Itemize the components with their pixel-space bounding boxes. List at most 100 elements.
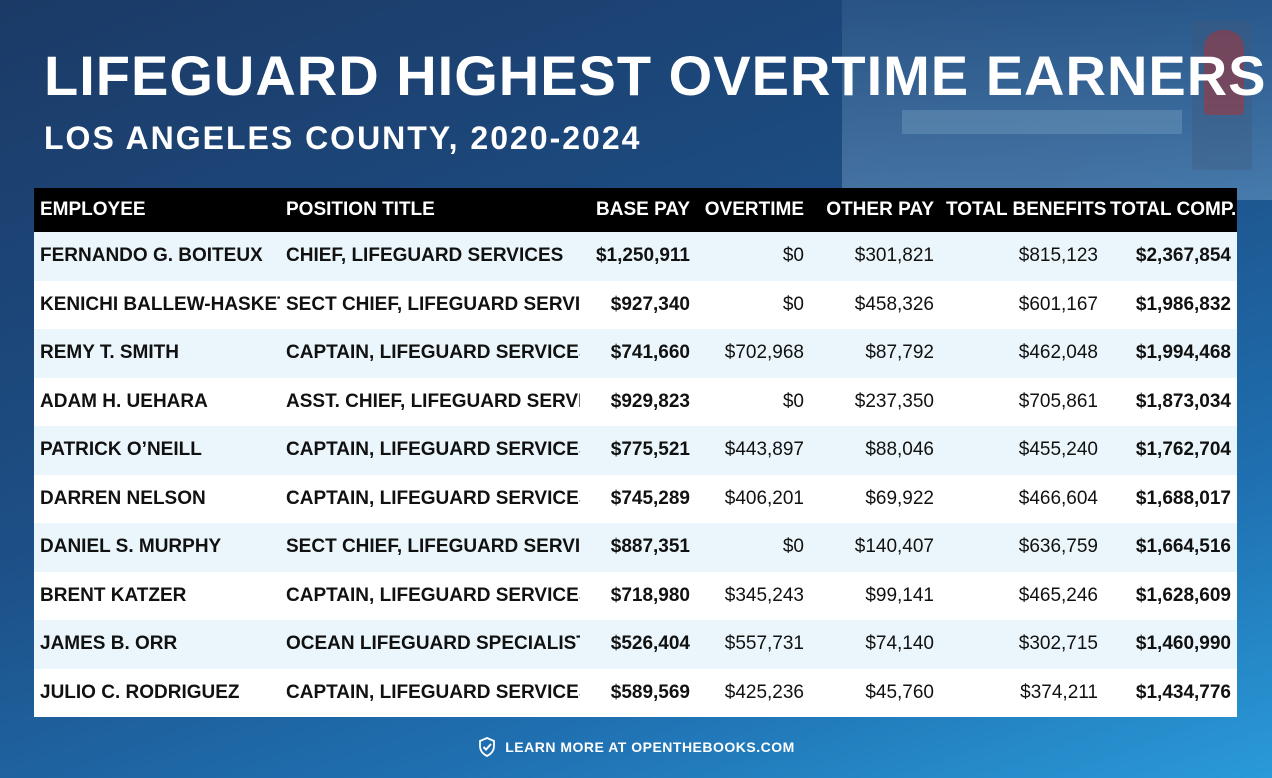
lifeguard-tower-shape	[1192, 20, 1252, 170]
column-header-total-comp: TOTAL COMP.	[1104, 188, 1237, 232]
cell-other-pay: $87,792	[810, 329, 940, 378]
cell-employee: REMY T. SMITH	[34, 329, 280, 378]
cell-total-comp: $1,762,704	[1104, 426, 1237, 475]
cell-total-benefits: $815,123	[940, 232, 1104, 281]
cell-total-benefits: $636,759	[940, 523, 1104, 572]
cell-total-comp: $1,664,516	[1104, 523, 1237, 572]
cell-total-comp: $1,994,468	[1104, 329, 1237, 378]
cell-total-benefits: $462,048	[940, 329, 1104, 378]
cell-overtime: $0	[696, 280, 810, 329]
beach-background-photo	[842, 0, 1272, 200]
cell-other-pay: $140,407	[810, 523, 940, 572]
cell-base-pay: $929,823	[580, 377, 696, 426]
cell-total-comp: $1,688,017	[1104, 474, 1237, 523]
cell-base-pay: $741,660	[580, 329, 696, 378]
cell-employee: KENICHI BALLEW-HASKETT	[34, 280, 280, 329]
cell-employee: PATRICK O’NEILL	[34, 426, 280, 475]
cell-other-pay: $301,821	[810, 232, 940, 281]
cell-overtime: $406,201	[696, 474, 810, 523]
earners-table-container: EMPLOYEE POSITION TITLE BASE PAY OVERTIME OT…	[34, 188, 1237, 717]
cell-position-title: OCEAN LIFEGUARD SPECIALIST	[280, 620, 580, 669]
cell-total-benefits: $705,861	[940, 377, 1104, 426]
column-header-position-title: POSITION TITLE	[280, 188, 580, 232]
cell-employee: DANIEL S. MURPHY	[34, 523, 280, 572]
cell-total-comp: $1,986,832	[1104, 280, 1237, 329]
cell-position-title: CAPTAIN, LIFEGUARD SERVICES	[280, 668, 580, 717]
cell-base-pay: $887,351	[580, 523, 696, 572]
cell-base-pay: $589,569	[580, 668, 696, 717]
cell-base-pay: $927,340	[580, 280, 696, 329]
cell-other-pay: $237,350	[810, 377, 940, 426]
column-header-base-pay: BASE PAY	[580, 188, 696, 232]
cell-position-title: CAPTAIN, LIFEGUARD SERVICES	[280, 426, 580, 475]
table-row: BRENT KATZER CAPTAIN, LIFEGUARD SERVICES $…	[34, 571, 1237, 620]
cell-base-pay: $718,980	[580, 571, 696, 620]
cell-total-comp: $1,434,776	[1104, 668, 1237, 717]
table-header-row: EMPLOYEE POSITION TITLE BASE PAY OVERTIME OT…	[34, 188, 1237, 232]
table-row: JULIO C. RODRIGUEZ CAPTAIN, LIFEGUARD SER…	[34, 668, 1237, 717]
cell-other-pay: $69,922	[810, 474, 940, 523]
page-subtitle: LOS ANGELES COUNTY, 2020-2024	[44, 120, 642, 156]
cell-position-title: ASST. CHIEF, LIFEGUARD SERVICES	[280, 377, 580, 426]
footer-text: LEARN MORE AT OPENTHEBOOKS.COM	[505, 739, 795, 755]
cell-overtime: $0	[696, 523, 810, 572]
table-row: DARREN NELSON CAPTAIN, LIFEGUARD SERVICES…	[34, 474, 1237, 523]
table-body: FERNANDO G. BOITEUX CHIEF, LIFEGUARD SERV…	[34, 232, 1237, 717]
table-row: PATRICK O’NEILL CAPTAIN, LIFEGUARD SERVIC…	[34, 426, 1237, 475]
column-header-total-benefits: TOTAL BENEFITS	[940, 188, 1106, 232]
column-header-other-pay: OTHER PAY	[810, 188, 940, 232]
cell-total-comp: $1,628,609	[1104, 571, 1237, 620]
cell-overtime: $0	[696, 232, 810, 281]
checkmark-shield-icon	[479, 737, 496, 757]
cell-base-pay: $745,289	[580, 474, 696, 523]
table-row: JAMES B. ORR OCEAN LIFEGUARD SPECIALIST $5…	[34, 620, 1237, 669]
cell-position-title: SECT CHIEF, LIFEGUARD SERVICES	[280, 523, 580, 572]
cell-employee: FERNANDO G. BOITEUX	[34, 232, 280, 281]
pier-shape	[902, 110, 1182, 134]
cell-other-pay: $458,326	[810, 280, 940, 329]
table-row: FERNANDO G. BOITEUX CHIEF, LIFEGUARD SERV…	[34, 232, 1237, 281]
cell-overtime: $443,897	[696, 426, 810, 475]
cell-base-pay: $1,250,911	[580, 232, 696, 281]
cell-position-title: CAPTAIN, LIFEGUARD SERVICES	[280, 571, 580, 620]
cell-employee: DARREN NELSON	[34, 474, 280, 523]
cell-total-benefits: $465,246	[940, 571, 1104, 620]
cell-position-title: CAPTAIN, LIFEGUARD SERVICES	[280, 329, 580, 378]
cell-other-pay: $88,046	[810, 426, 940, 475]
cell-other-pay: $99,141	[810, 571, 940, 620]
cell-total-benefits: $302,715	[940, 620, 1104, 669]
cell-position-title: CHIEF, LIFEGUARD SERVICES	[280, 232, 580, 281]
cell-position-title: CAPTAIN, LIFEGUARD SERVICES	[280, 474, 580, 523]
cell-other-pay: $74,140	[810, 620, 940, 669]
earners-table: EMPLOYEE POSITION TITLE BASE PAY OVERTIME OT…	[34, 188, 1237, 717]
cell-base-pay: $526,404	[580, 620, 696, 669]
cell-other-pay: $45,760	[810, 668, 940, 717]
cell-total-benefits: $466,604	[940, 474, 1104, 523]
cell-total-comp: $1,873,034	[1104, 377, 1237, 426]
cell-employee: ADAM H. UEHARA	[34, 377, 280, 426]
cell-employee: JULIO C. RODRIGUEZ	[34, 668, 280, 717]
table-row: ADAM H. UEHARA ASST. CHIEF, LIFEGUARD SER…	[34, 377, 1237, 426]
cell-overtime: $0	[696, 377, 810, 426]
cell-total-benefits: $374,211	[940, 668, 1104, 717]
cell-employee: BRENT KATZER	[34, 571, 280, 620]
cell-employee: JAMES B. ORR	[34, 620, 280, 669]
cell-total-benefits: $601,167	[940, 280, 1104, 329]
cell-base-pay: $775,521	[580, 426, 696, 475]
cell-overtime: $345,243	[696, 571, 810, 620]
table-row: DANIEL S. MURPHY SECT CHIEF, LIFEGUARD SE…	[34, 523, 1237, 572]
cell-total-benefits: $455,240	[940, 426, 1104, 475]
footer-link[interactable]: LEARN MORE AT OPENTHEBOOKS.COM	[0, 736, 1272, 758]
column-header-employee: EMPLOYEE	[34, 188, 280, 232]
cell-overtime: $702,968	[696, 329, 810, 378]
page-title: LIFEGUARD HIGHEST OVERTIME EARNERS	[44, 44, 1267, 107]
lifeguard-figure-shape	[1204, 30, 1244, 115]
cell-overtime: $425,236	[696, 668, 810, 717]
table-row: REMY T. SMITH CAPTAIN, LIFEGUARD SERVICES…	[34, 329, 1237, 378]
cell-total-comp: $1,460,990	[1104, 620, 1237, 669]
cell-overtime: $557,731	[696, 620, 810, 669]
cell-position-title: SECT CHIEF, LIFEGUARD SERVICES	[280, 280, 580, 329]
table-row: KENICHI BALLEW-HASKETT SECT CHIEF, LIFEGU…	[34, 280, 1237, 329]
cell-total-comp: $2,367,854	[1104, 232, 1237, 281]
column-header-overtime: OVERTIME	[696, 188, 810, 232]
